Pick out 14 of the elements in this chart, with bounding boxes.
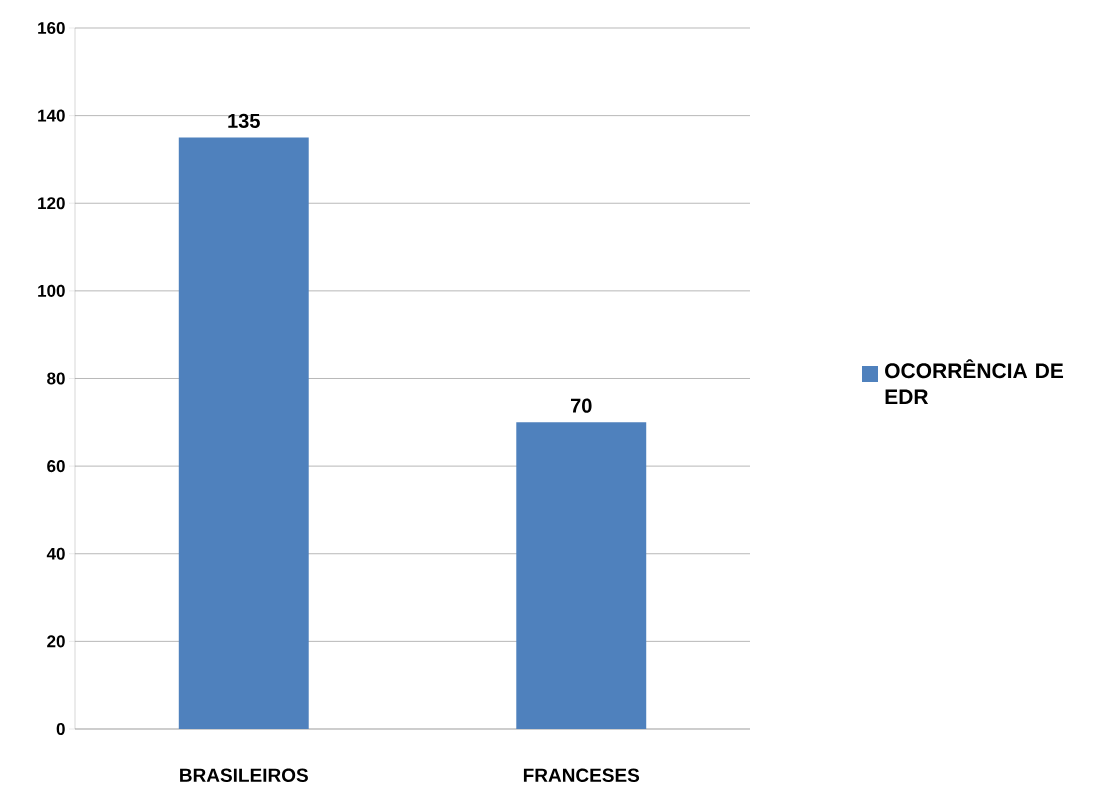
data-label: 135 [228, 113, 260, 128]
y-tick-label: 160 [38, 21, 65, 35]
x-tick-label: FRANCESES [523, 768, 640, 782]
y-tick-label: 140 [38, 109, 65, 122]
legend-label: OCORRÊNCIA DE EDR [885, 359, 1064, 404]
y-tick-label: 120 [38, 197, 65, 210]
y-tick-label: 100 [38, 284, 65, 297]
x-tick-label: BRASILEIROS [180, 768, 308, 782]
y-tick-label: 40 [46, 547, 65, 560]
y-tick-label: 80 [47, 372, 65, 385]
y-tick-label: 0 [56, 722, 65, 736]
y-tick-label: 60 [47, 460, 65, 473]
y-tick-label: 20 [47, 635, 65, 648]
data-label: 70 [570, 398, 592, 413]
